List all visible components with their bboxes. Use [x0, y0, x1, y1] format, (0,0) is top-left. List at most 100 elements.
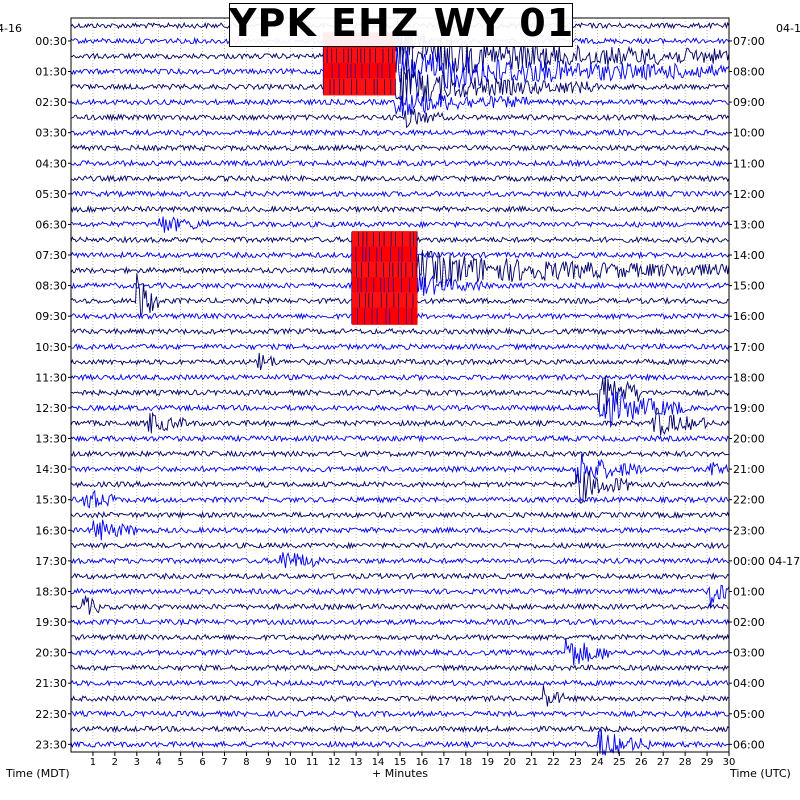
x-tick-label: 24: [591, 757, 604, 768]
left-time-label: 05:30: [35, 188, 67, 201]
right-time-label: 16:00: [733, 310, 765, 323]
trace-40: [70, 617, 730, 626]
right-time-label: 00:00 04-17: [733, 555, 800, 568]
left-time-label: 21:30: [35, 677, 67, 690]
right-time-label: 20:00: [733, 433, 765, 446]
trace-33: [70, 510, 730, 520]
trace-14: [70, 216, 730, 233]
trace-8: [70, 128, 730, 137]
trace-12: [70, 189, 730, 198]
left-time-label: 07:30: [35, 249, 67, 262]
x-tick-label: 11: [306, 757, 319, 768]
title-box: [229, 3, 573, 47]
trace-34: [70, 519, 730, 541]
trace-41: [70, 633, 730, 642]
right-time-label: 09:00: [733, 96, 765, 109]
trace-39: [70, 595, 730, 615]
x-tick-label: 10: [284, 757, 297, 768]
x-tick-label: 13: [350, 757, 363, 768]
clipped-trace-15: [351, 293, 414, 309]
trace-44: [70, 679, 730, 688]
right-time-label: 06:00: [733, 738, 765, 751]
x-tick-label: 26: [635, 757, 648, 768]
left-time-labels: 00:30 01:30 02:30 03:30 04:30 05:30 06:30 07:30…: [35, 35, 71, 751]
x-tick-label: 12: [328, 757, 341, 768]
trace-7: [70, 108, 730, 129]
clipped-event-11: [351, 231, 418, 249]
x-tick-label: 3: [134, 757, 140, 768]
clipped-trace-13: [351, 262, 417, 278]
seismic-traces: [70, 17, 730, 756]
left-time-label: 12:30: [35, 402, 67, 415]
x-tick-label: 27: [657, 757, 670, 768]
right-time-label: 19:00: [733, 402, 765, 415]
x-tick-label: 22: [547, 757, 560, 768]
left-time-label: 11:30: [35, 371, 67, 384]
left-time-label: 01:30: [35, 66, 67, 79]
clipped-trace-16: [351, 308, 413, 324]
trace-48: [70, 729, 730, 756]
x-tick-label: 15: [394, 757, 407, 768]
x-tick-label: 19: [481, 757, 494, 768]
x-axis-ticks: 1 2 3 4 5 6 7 8 9 10 11 12 13 14 15 16 17 18 19 20 21 22 23 24 2…: [90, 752, 736, 768]
trace-25: [70, 375, 730, 414]
trace-5: [70, 67, 730, 107]
left-time-label: 00:30: [35, 35, 67, 48]
right-time-label: 23:00: [733, 524, 765, 537]
right-time-label: 21:00: [733, 463, 765, 476]
right-time-label: 13:00: [733, 218, 765, 231]
left-time-label: 14:30: [35, 463, 67, 476]
x-tick-label: 21: [525, 757, 538, 768]
clipped-trace-3: [322, 79, 396, 95]
right-time-label: 22:00: [733, 494, 765, 507]
trace-27: [70, 407, 730, 436]
chart-title: YPK EHZ WY 01: [229, 1, 575, 45]
trace-6: [70, 91, 730, 116]
clipped-event-14: [351, 276, 418, 295]
left-time-label: 18:30: [35, 585, 67, 598]
clipped-trace-2: [322, 63, 391, 80]
trace-43: [70, 663, 730, 672]
trace-4: [70, 47, 730, 90]
x-tick-label: 1: [90, 757, 96, 768]
trace-45: [70, 685, 730, 707]
x-tick-label: 28: [679, 757, 692, 768]
clipped-trace-14: [351, 277, 418, 294]
left-time-label: 08:30: [35, 280, 67, 293]
right-time-label: 04:00: [733, 677, 765, 690]
trace-32: [70, 489, 730, 509]
left-time-label: 23:30: [35, 738, 67, 751]
clipped-event-16: [351, 307, 418, 325]
trace-11: [70, 174, 730, 183]
x-tick-label: 6: [199, 757, 205, 768]
x-tick-label: 7: [221, 757, 227, 768]
trace-38: [70, 584, 730, 608]
x-tick-label: 18: [459, 757, 472, 768]
trace-26: [70, 390, 730, 429]
right-time-label: 01:00: [733, 585, 765, 598]
trace-13: [70, 204, 730, 214]
left-time-label: 20:30: [35, 647, 67, 660]
trace-9: [70, 143, 730, 153]
x-tick-label: 30: [723, 757, 736, 768]
trace-31: [70, 470, 730, 504]
left-time-label: 22:30: [35, 708, 67, 721]
right-time-label: 02:00: [733, 616, 765, 629]
right-date-top: 04-1: [776, 22, 800, 35]
trace-37: [70, 571, 730, 581]
trace-36: [70, 551, 729, 569]
x-tick-label: 25: [613, 757, 626, 768]
right-time-label: 03:00: [733, 647, 765, 660]
trace-30: [70, 454, 730, 484]
right-time-label: 15:00: [733, 280, 765, 293]
right-time-label: 14:00: [733, 249, 765, 262]
x-tick-label: 23: [569, 757, 582, 768]
right-time-label: 05:00: [733, 708, 765, 721]
x-axis-label: + Minutes: [372, 767, 428, 780]
trace-22: [70, 342, 730, 351]
right-time-label: 11:00: [733, 157, 765, 170]
trace-3: [70, 29, 730, 80]
left-time-label: 13:30: [35, 433, 67, 446]
x-tick-label: 9: [265, 757, 271, 768]
